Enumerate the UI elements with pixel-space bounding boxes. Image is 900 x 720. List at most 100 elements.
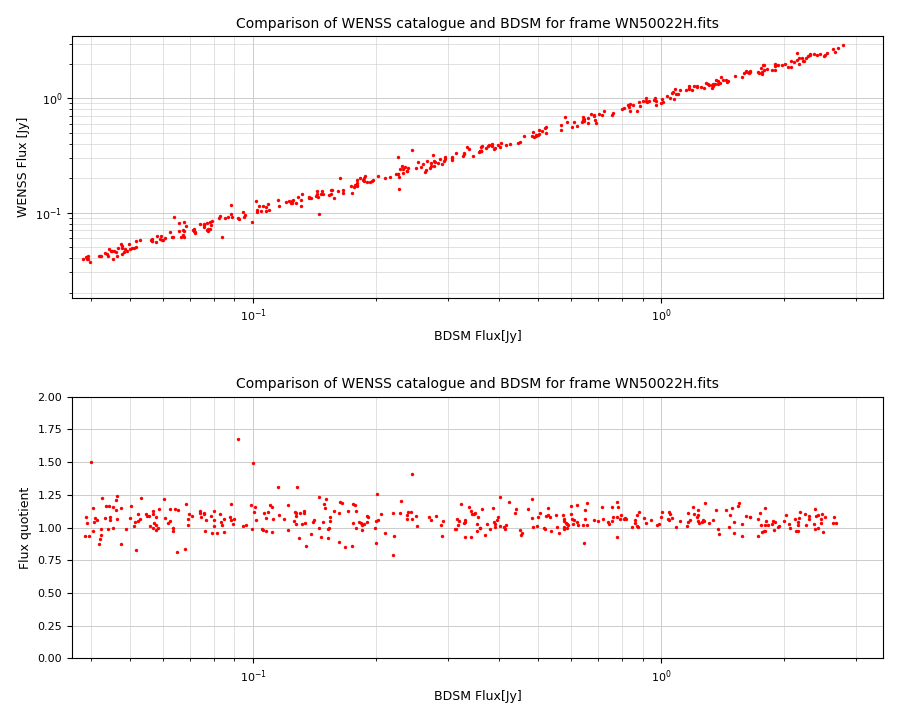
Point [768, 516, 782, 528]
Point [779, 510, 794, 521]
Point [740, 66, 754, 78]
Point [816, 50, 831, 62]
Point [575, 112, 590, 123]
Point [285, 197, 300, 208]
Point [610, 531, 625, 543]
Point [395, 163, 410, 175]
Point [400, 513, 414, 525]
Point [825, 518, 840, 529]
Point [111, 242, 125, 253]
Point [803, 49, 817, 60]
Point [188, 226, 202, 238]
X-axis label: BDSM Flux[Jy]: BDSM Flux[Jy] [434, 690, 521, 703]
Point [488, 522, 502, 534]
Point [810, 509, 824, 521]
Point [765, 65, 779, 76]
Point [445, 154, 459, 166]
Point [199, 515, 213, 526]
Point [224, 199, 238, 211]
Point [537, 523, 552, 534]
Point [435, 158, 449, 169]
Point [543, 511, 557, 523]
Point [575, 117, 590, 128]
Point [724, 503, 739, 514]
Point [587, 515, 601, 526]
Point [395, 160, 410, 171]
Point [105, 253, 120, 264]
Point [194, 507, 208, 518]
Point [681, 80, 696, 91]
Point [766, 515, 780, 526]
Point [669, 521, 683, 533]
Point [148, 519, 163, 531]
Point [409, 163, 423, 174]
Point [210, 527, 224, 539]
Point [386, 508, 400, 519]
Point [201, 222, 215, 234]
Point [654, 93, 669, 104]
Point [560, 518, 574, 530]
Point [78, 251, 93, 263]
Point [818, 511, 832, 523]
Point [325, 184, 339, 196]
Point [289, 518, 303, 529]
Point [90, 514, 104, 526]
Point [651, 519, 665, 531]
Point [426, 149, 440, 161]
Point [194, 505, 208, 516]
Point [743, 511, 758, 523]
Point [217, 513, 231, 525]
Point [609, 511, 624, 523]
Point [422, 510, 436, 522]
Point [799, 519, 814, 531]
Point [470, 518, 484, 529]
Point [148, 236, 163, 248]
Point [508, 503, 523, 515]
Point [788, 526, 803, 537]
Point [828, 47, 842, 58]
Point [580, 519, 594, 531]
Point [78, 511, 93, 523]
Point [296, 505, 310, 517]
Point [464, 505, 478, 516]
Point [457, 531, 472, 543]
Point [352, 517, 366, 528]
Point [378, 172, 392, 184]
Point [662, 514, 677, 526]
Point [698, 77, 713, 89]
Point [272, 201, 286, 212]
Point [337, 184, 351, 196]
Point [459, 142, 473, 153]
Point [86, 502, 101, 513]
Point [690, 515, 705, 526]
Point [764, 518, 778, 530]
Point [557, 523, 572, 535]
Point [525, 131, 539, 143]
Point [470, 525, 484, 536]
Point [754, 519, 769, 531]
Point [558, 111, 572, 122]
Point [615, 103, 629, 114]
Point [248, 514, 263, 526]
Point [570, 516, 584, 528]
Point [312, 523, 327, 534]
Point [726, 527, 741, 539]
Point [356, 518, 371, 529]
Point [734, 71, 749, 83]
Y-axis label: Flux quotient: Flux quotient [19, 487, 32, 569]
Point [710, 78, 724, 90]
Point [679, 84, 693, 96]
Point [456, 517, 471, 528]
Point [445, 153, 459, 164]
Point [691, 504, 706, 516]
Point [580, 498, 595, 509]
Point [92, 251, 106, 262]
Point [247, 506, 261, 518]
Point [580, 112, 595, 124]
Point [327, 505, 341, 516]
Point [333, 497, 347, 508]
Point [271, 482, 285, 493]
Point [557, 513, 572, 524]
Point [760, 519, 775, 531]
Point [581, 117, 596, 128]
